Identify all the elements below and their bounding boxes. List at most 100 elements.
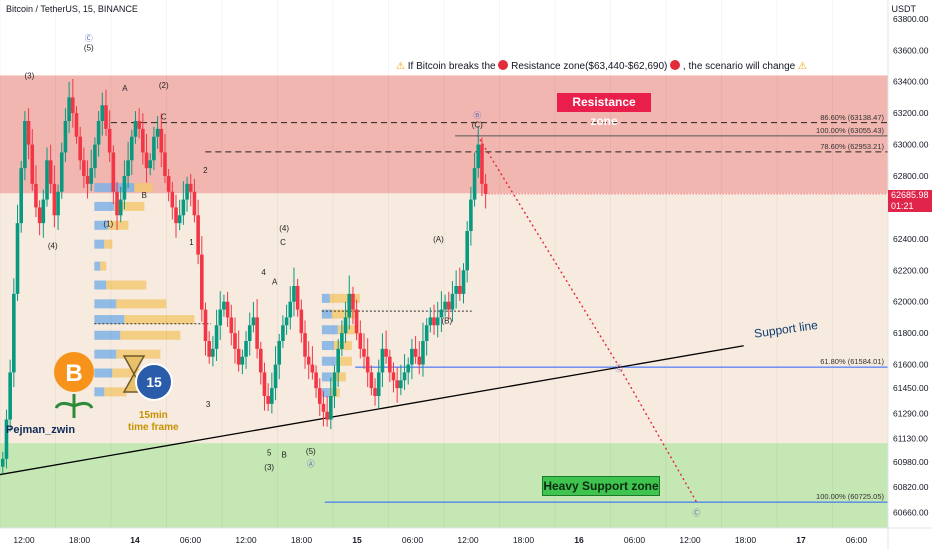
wave-label: B (142, 191, 147, 200)
x-tick-label: 12:00 (13, 535, 35, 545)
wave-label: (3) (264, 463, 274, 472)
x-tick-label: 18:00 (69, 535, 91, 545)
resistance-zone (0, 75, 888, 194)
volume-profile-bar (94, 368, 113, 378)
candle-body (185, 183, 189, 200)
candle-body (155, 128, 160, 137)
candle-body (417, 356, 422, 365)
wave-label: B (281, 450, 286, 459)
candle-body (299, 309, 304, 334)
candle-body (74, 113, 79, 137)
x-tick-label: 12:00 (235, 535, 257, 545)
candle-body (122, 176, 127, 200)
y-tick-label: 60660.00 (893, 507, 929, 517)
volume-profile-bar (94, 387, 105, 397)
x-tick-label: 18:00 (291, 535, 313, 545)
fib-label: 100.00% (60725.05) (816, 492, 884, 501)
candle-body (85, 176, 90, 184)
candle-body (347, 293, 352, 318)
candle-body (399, 380, 403, 389)
y-tick-label: 62800.00 (893, 171, 929, 181)
candle-body (111, 152, 116, 192)
candle-body (266, 396, 270, 404)
volume-profile-bar (104, 387, 127, 397)
candle-body (306, 356, 311, 365)
candle-body (314, 372, 318, 389)
candle-body (325, 411, 329, 420)
y-tick-label: 63200.00 (893, 108, 929, 118)
candle-body (30, 144, 35, 184)
candle-body (4, 419, 9, 459)
candle-body (93, 144, 97, 169)
candle-body (446, 301, 451, 310)
volume-profile-bar (321, 356, 336, 366)
candle-body (52, 183, 57, 216)
y-tick-label: 62400.00 (893, 234, 929, 244)
symbol-title: Bitcoin / TetherUS, 15, BINANCE (6, 4, 138, 14)
candle-body (8, 372, 12, 420)
candle-body (82, 160, 86, 176)
heavy-support-zone (0, 443, 888, 528)
candle-body (45, 160, 49, 200)
warning-suffix: , the scenario will change (682, 61, 796, 72)
volume-profile-bar (94, 280, 107, 290)
candle-body (229, 317, 234, 334)
volume-profile-bar (331, 309, 356, 319)
volume-profile-bar (108, 220, 129, 230)
volume-profile-bar (124, 315, 195, 325)
x-tick-label: 12:00 (457, 535, 479, 545)
svg-text:B: B (65, 360, 82, 387)
candle-body (472, 168, 477, 200)
candle-body (118, 199, 123, 216)
candle-body (273, 364, 278, 389)
candle-body (181, 199, 186, 216)
volume-profile-bar (321, 293, 330, 303)
candle-body (218, 309, 223, 326)
candle-body (48, 160, 53, 184)
candle-body (37, 207, 42, 224)
candle-body (380, 348, 385, 373)
candle-body (247, 325, 252, 341)
resistance-zone-label: Resistance zone (557, 93, 651, 128)
wave-label: (B) (441, 317, 452, 326)
y-tick-label: 63800.00 (893, 14, 929, 24)
fib-label: 78.60% (62953.21) (820, 142, 884, 151)
candle-body (270, 388, 274, 404)
wave-label: A (122, 84, 128, 93)
x-tick-label: 06:00 (846, 535, 868, 545)
candle-body (262, 372, 267, 396)
candle-body (288, 301, 293, 318)
candle-body (439, 309, 444, 318)
candle-body (56, 191, 60, 216)
candle-body (41, 199, 46, 224)
candle-body (376, 372, 381, 396)
candle-body (71, 97, 75, 114)
candle-body (192, 191, 197, 216)
y-tick-label: 62000.00 (893, 297, 929, 307)
wave-label: 1 (189, 238, 194, 247)
candle-body (255, 317, 259, 349)
candle-body (424, 325, 429, 341)
volume-profile-bar (114, 201, 145, 211)
candle-body (141, 128, 145, 153)
candle-body (277, 341, 282, 365)
warning-icon: ⚠ (798, 61, 807, 72)
red-dot-icon (670, 60, 681, 70)
y-tick-label: 61130.00 (893, 433, 928, 443)
candle-body (483, 183, 488, 194)
x-tick-label: 12:00 (679, 535, 701, 545)
y-tick-label: 61600.00 (893, 360, 929, 370)
wave-label: (5) (84, 43, 94, 52)
x-tick-label: 16 (574, 535, 584, 545)
wave-label: C (280, 238, 286, 247)
warning-icon: ⚠ (396, 61, 405, 72)
candle-body (144, 152, 149, 169)
volume-profile-bar (94, 349, 117, 359)
candles-layer (0, 79, 488, 474)
red-dot-icon (498, 60, 509, 70)
candle-body (406, 364, 411, 373)
y-tick-label: 60820.00 (893, 482, 929, 492)
candle-body (63, 121, 68, 153)
